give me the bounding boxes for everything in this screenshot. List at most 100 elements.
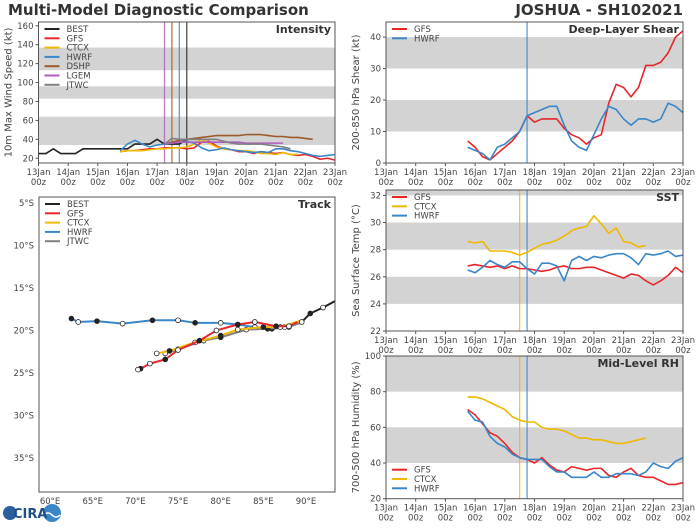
x-tick-date: 17Jan — [493, 336, 517, 346]
x-tick-hour: 00z — [586, 178, 602, 188]
x-tick-hour: 00z — [268, 178, 284, 188]
x-tick-hour: 00z — [438, 346, 454, 356]
x-tick-hour: 00z — [586, 346, 602, 356]
y-tick-label: 20 — [370, 495, 381, 505]
x-tick-hour: 00z — [467, 514, 483, 524]
legend-label: GFS — [414, 466, 431, 476]
legend-item-gfs: GFS — [392, 193, 431, 203]
x-tick-hour: 00z — [408, 346, 424, 356]
legend-label: HWRF — [67, 53, 93, 63]
track-point-gfs — [213, 327, 220, 334]
x-tick-date: 17Jan — [145, 168, 169, 178]
legend-item-gfs: GFS — [44, 34, 83, 44]
x-tick-date: 21Jan — [612, 168, 636, 178]
x-tick-hour: 00z — [557, 346, 573, 356]
track-frame — [38, 196, 336, 493]
x-tick-hour: 00z — [527, 178, 543, 188]
x-tick-hour: 00z — [327, 178, 343, 188]
shaded-band — [386, 100, 683, 132]
x-tick-date: 13Jan — [27, 168, 51, 178]
x-tick-date: 22Jan — [641, 168, 665, 178]
x-tick-date: 20Jan — [582, 168, 606, 178]
legend-item-ctcx: CTCX — [392, 475, 437, 485]
legend-item-lgem: LGEM — [44, 72, 91, 82]
x-tick-label: 85°E — [253, 497, 273, 507]
x-tick-hour: 00z — [646, 514, 662, 524]
legend-label: HWRF — [414, 34, 440, 44]
track-point-gfs — [273, 323, 279, 330]
series-line-jtwc — [164, 137, 291, 150]
series-line-lgem — [164, 141, 284, 145]
x-tick-hour: 00z — [497, 514, 513, 524]
x-tick-hour: 00z — [675, 514, 691, 524]
x-tick-date: 23Jan — [671, 336, 695, 346]
track-point-hwrf — [192, 320, 198, 326]
x-tick-date: 17Jan — [493, 168, 517, 178]
intensity-plot-area — [38, 22, 335, 163]
y-tick-label: 10°S — [14, 241, 34, 251]
legend-item-hwrf: HWRF — [45, 228, 93, 238]
x-tick-hour: 00z — [467, 346, 483, 356]
x-tick-date: 23Jan — [671, 504, 695, 514]
legend-label: HWRF — [414, 484, 440, 494]
x-tick-hour: 00z — [646, 178, 662, 188]
shaded-band — [386, 356, 683, 392]
legend-label: HWRF — [414, 212, 440, 222]
storm-title: JOSHUA - SH102021 — [514, 1, 683, 19]
x-tick-date: 20Jan — [582, 336, 606, 346]
x-tick-hour: 00z — [238, 178, 254, 188]
track-point-gfs — [175, 347, 181, 353]
y-tick-label: 24 — [370, 300, 381, 310]
x-tick-date: 13Jan — [374, 336, 398, 346]
x-tick-hour: 00z — [497, 178, 513, 188]
x-tick-date: 13Jan — [374, 504, 398, 514]
rh-plot-area — [386, 356, 683, 499]
figure-title: Multi-Model Diagnostic Comparison — [8, 1, 309, 19]
series-line-gfs — [467, 30, 683, 161]
shaded-band — [386, 190, 683, 196]
x-tick-date: 18Jan — [523, 168, 547, 178]
y-tick-label: 140 — [17, 41, 33, 51]
y-tick-label: 80 — [23, 97, 34, 107]
x-tick-label: 90°E — [296, 497, 316, 507]
x-tick-date: 23Jan — [323, 168, 347, 178]
y-tick-label: 30 — [370, 65, 381, 75]
x-tick-date: 22Jan — [293, 168, 317, 178]
track-point-gfs — [234, 321, 241, 328]
legend-item-gfs: GFS — [45, 209, 84, 219]
logo-globe-icon — [3, 506, 17, 520]
legend-item-dshp: DSHP — [44, 62, 90, 72]
legend-label: JTWC — [66, 81, 89, 91]
y-tick-label: 22 — [370, 327, 381, 337]
track-point-ctcx — [234, 326, 241, 333]
x-tick-date: 18Jan — [523, 336, 547, 346]
legend-label: DSHP — [67, 62, 90, 72]
shaded-band — [386, 222, 683, 250]
x-tick-date: 18Jan — [175, 168, 199, 178]
x-tick-date: 20Jan — [234, 168, 258, 178]
series-line-hwrf — [467, 250, 683, 282]
x-tick-date: 17Jan — [493, 504, 517, 514]
x-tick-hour: 00z — [408, 178, 424, 188]
panel-title: Intensity — [276, 23, 331, 36]
x-tick-date: 15Jan — [433, 168, 457, 178]
x-tick-date: 22Jan — [641, 504, 665, 514]
shaded-band — [386, 37, 683, 69]
y-tick-label: 26 — [370, 273, 381, 283]
series-line-gfs — [467, 263, 683, 286]
track-point-ctcx — [217, 332, 224, 339]
panel-title: Deep-Layer Shear — [568, 23, 679, 36]
track-point-gfs — [196, 337, 203, 344]
logo-text: CIRA — [13, 507, 47, 522]
x-tick-label: 80°E — [210, 497, 230, 507]
x-tick-hour: 00z — [408, 514, 424, 524]
y-tick-label: 30 — [370, 219, 381, 229]
shear-plot-area — [386, 22, 683, 163]
legend-label: CTCX — [67, 44, 90, 54]
y-tick-label: 100 — [17, 79, 33, 89]
x-tick-hour: 00z — [90, 178, 106, 188]
y-tick-label: 40 — [370, 33, 381, 43]
y-tick-label: 20°S — [14, 326, 34, 336]
y-tick-label: 25°S — [14, 369, 34, 379]
x-tick-hour: 00z — [378, 178, 394, 188]
